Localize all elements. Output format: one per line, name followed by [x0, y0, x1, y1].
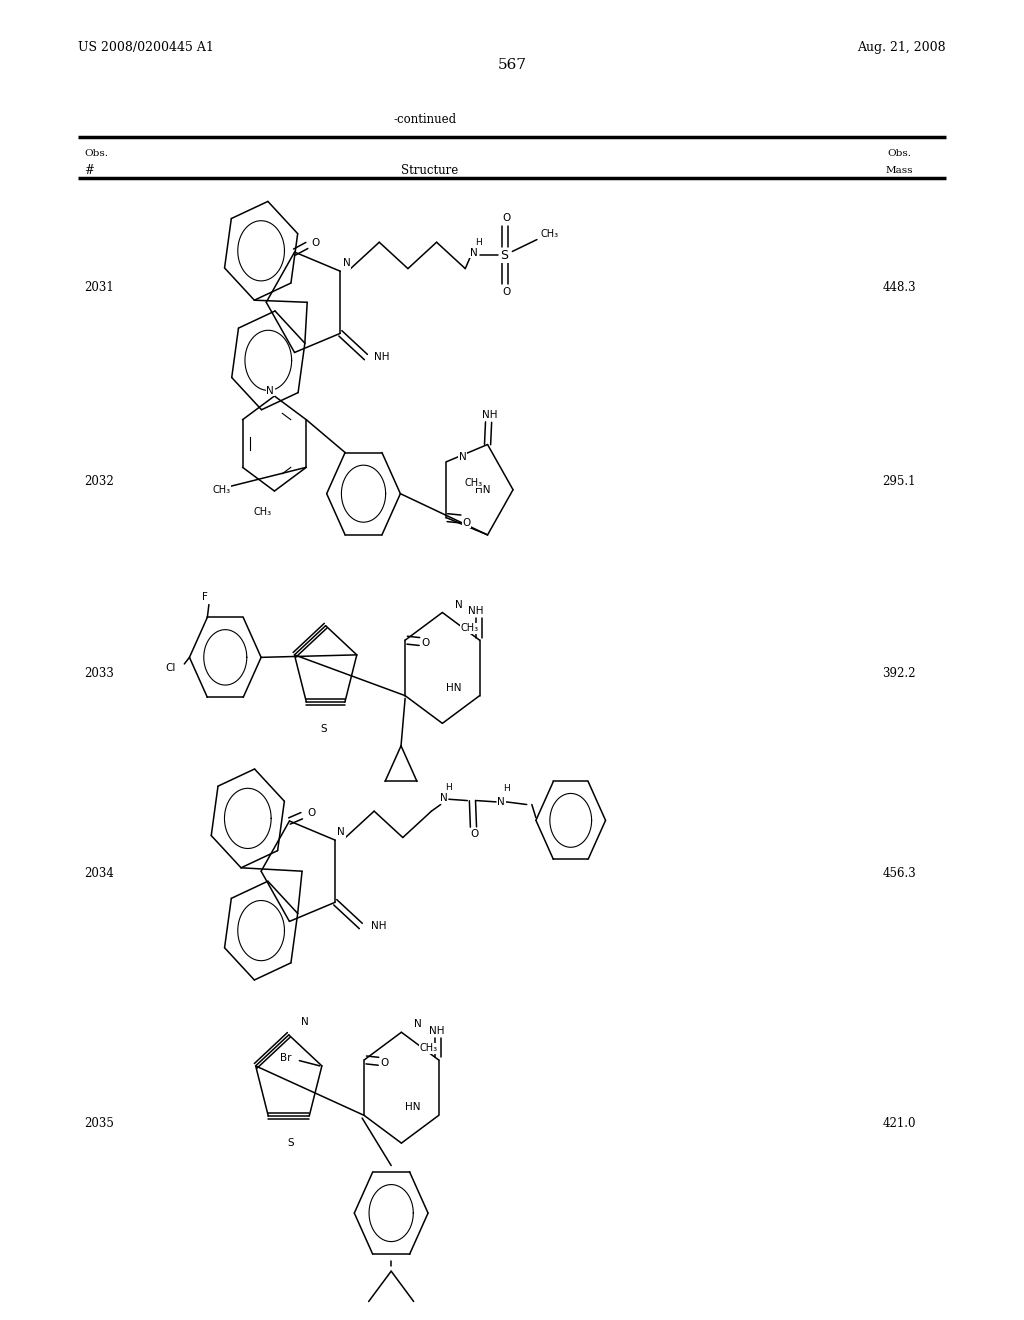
Text: N: N: [455, 599, 463, 610]
Text: Aug. 21, 2008: Aug. 21, 2008: [857, 41, 946, 54]
Text: O: O: [502, 288, 510, 297]
Text: CH₃: CH₃: [253, 507, 271, 517]
Text: O: O: [470, 829, 478, 838]
Text: 567: 567: [498, 58, 526, 71]
Text: -continued: -continued: [393, 114, 457, 125]
Text: 295.1: 295.1: [883, 475, 915, 488]
Text: Structure: Structure: [401, 164, 459, 177]
Text: N: N: [440, 793, 447, 803]
Text: N: N: [343, 259, 350, 268]
Text: HN: HN: [445, 682, 461, 693]
Text: H: H: [475, 238, 482, 247]
Text: O: O: [463, 517, 471, 528]
Text: N: N: [301, 1016, 309, 1027]
Text: H: H: [503, 784, 510, 793]
Text: N: N: [266, 385, 274, 396]
Text: S: S: [321, 723, 327, 734]
Text: N: N: [498, 797, 505, 807]
Text: 448.3: 448.3: [883, 281, 915, 294]
Text: O: O: [381, 1057, 389, 1068]
Text: 392.2: 392.2: [883, 667, 915, 680]
Text: NH: NH: [468, 606, 483, 616]
Text: F: F: [202, 591, 208, 602]
Text: N: N: [338, 828, 345, 837]
Text: CH₃: CH₃: [212, 484, 230, 495]
Text: O: O: [308, 808, 316, 818]
Text: #: #: [84, 164, 94, 177]
Text: NH: NH: [371, 921, 386, 931]
Text: 2031: 2031: [84, 281, 114, 294]
Text: O: O: [502, 214, 510, 223]
Text: 2033: 2033: [84, 667, 114, 680]
Text: Obs.: Obs.: [84, 149, 108, 157]
Text: NH: NH: [429, 1026, 444, 1036]
Text: CH₃: CH₃: [420, 1043, 438, 1053]
Text: Mass: Mass: [886, 166, 912, 174]
Text: S: S: [288, 1138, 294, 1148]
Text: CH₃: CH₃: [540, 230, 558, 239]
Text: Br: Br: [280, 1053, 291, 1063]
Text: HN: HN: [404, 1102, 420, 1113]
Text: 421.0: 421.0: [883, 1117, 915, 1130]
Text: S: S: [500, 249, 508, 261]
Text: 2034: 2034: [84, 867, 114, 880]
Text: US 2008/0200445 A1: US 2008/0200445 A1: [78, 41, 214, 54]
Text: Cl: Cl: [166, 663, 176, 673]
Text: O: O: [422, 638, 430, 648]
Text: H: H: [445, 783, 453, 792]
Text: NH: NH: [374, 352, 389, 362]
Text: 2032: 2032: [84, 475, 114, 488]
Text: N: N: [414, 1019, 422, 1030]
Text: 456.3: 456.3: [883, 867, 915, 880]
Text: 2035: 2035: [84, 1117, 114, 1130]
Text: HN: HN: [475, 484, 490, 495]
Text: NH: NH: [482, 411, 498, 421]
Text: CH₃: CH₃: [465, 478, 483, 488]
Text: N: N: [459, 451, 466, 462]
Text: CH₃: CH₃: [461, 623, 479, 634]
Text: N: N: [470, 248, 477, 257]
Text: Obs.: Obs.: [887, 149, 911, 157]
Text: O: O: [311, 238, 319, 248]
